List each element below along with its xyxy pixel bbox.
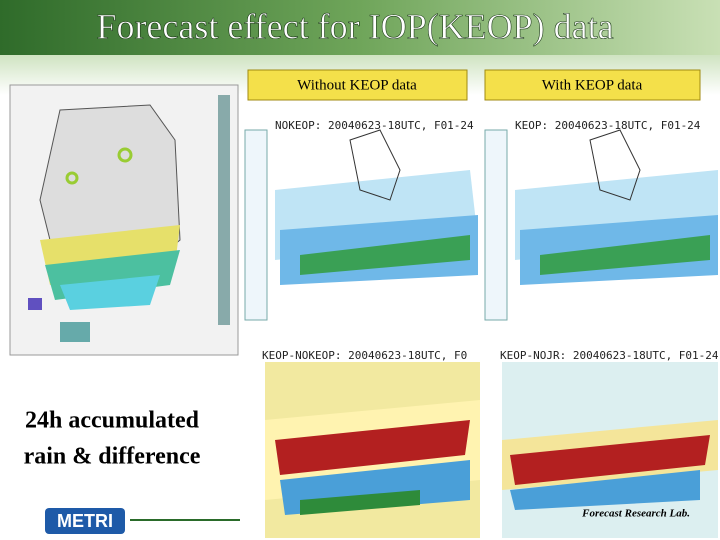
- panel-label: Without KEOP data: [297, 77, 417, 93]
- map-label: KEOP-NOKEOP: 20040623-18UTC, F0: [262, 349, 467, 362]
- caption-line: 24h accumulated: [25, 408, 200, 434]
- map-label: KEOP-NOJR: 20040623-18UTC, F01-24: [500, 349, 719, 362]
- difference-map: [485, 350, 718, 538]
- logo: METRI: [57, 511, 113, 531]
- panel-label: With KEOP data: [542, 77, 643, 93]
- radar-map: [9, 84, 239, 356]
- title: Forecast effect for IOP(KEOP) data: [96, 6, 613, 46]
- forecast-map: [484, 115, 718, 321]
- label-box: [484, 69, 701, 101]
- title-banner: [0, 0, 720, 55]
- map-label: KEOP: 20040623-18UTC, F01-24: [515, 119, 701, 132]
- map-label: NOKEOP: 20040623-18UTC, F01-24: [275, 119, 474, 132]
- difference-map: [240, 350, 480, 538]
- lab-name: Forecast Research Lab.: [581, 508, 690, 520]
- caption-line: rain & difference: [24, 444, 201, 470]
- label-box: [247, 69, 468, 101]
- forecast-map: [244, 115, 478, 321]
- logo-box: [45, 508, 125, 534]
